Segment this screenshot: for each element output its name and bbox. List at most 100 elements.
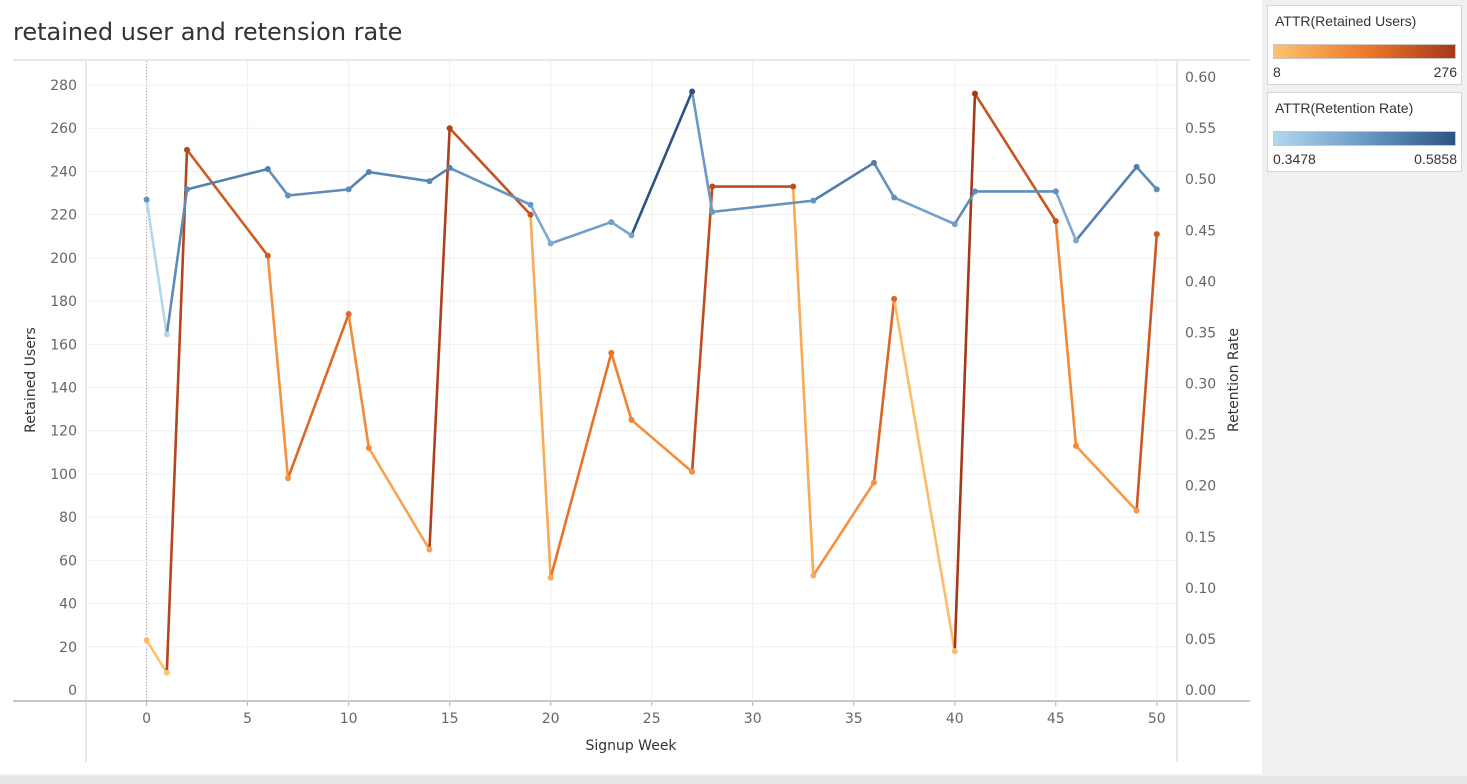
series-segment bbox=[428, 126, 451, 551]
data-point bbox=[951, 648, 958, 655]
y-right-tick-label: 0.30 bbox=[1185, 377, 1216, 393]
x-axis-title: Signup Week bbox=[585, 738, 677, 754]
x-tick-label: 10 bbox=[340, 711, 358, 727]
series-segment bbox=[347, 312, 371, 450]
y-right-tick-label: 0.20 bbox=[1185, 479, 1216, 495]
legend-retained-color-ramp bbox=[1273, 44, 1456, 59]
series-segment bbox=[448, 166, 532, 207]
y-left-tick-label: 80 bbox=[59, 510, 77, 526]
x-tick-label: 25 bbox=[643, 711, 661, 727]
series-segment bbox=[1074, 444, 1138, 512]
x-tick-label: 35 bbox=[845, 711, 863, 727]
status-bar bbox=[0, 776, 1467, 784]
data-point bbox=[951, 221, 958, 228]
data-point bbox=[810, 197, 817, 204]
y-left-tick-label: 20 bbox=[59, 640, 77, 656]
y-right-tick-label: 0.05 bbox=[1185, 632, 1216, 648]
data-point bbox=[1153, 231, 1160, 238]
data-point bbox=[891, 295, 898, 302]
data-point bbox=[1072, 442, 1079, 449]
data-point bbox=[426, 178, 433, 185]
y-right-tick-label: 0.15 bbox=[1185, 530, 1216, 546]
series-segment bbox=[711, 199, 815, 214]
data-point bbox=[689, 468, 696, 475]
x-tick-label: 15 bbox=[441, 711, 459, 727]
series-segment bbox=[812, 161, 876, 202]
series-segment bbox=[892, 297, 957, 653]
y-left-axis-title: Retained Users bbox=[23, 327, 39, 433]
data-point bbox=[527, 201, 534, 208]
series-segment bbox=[347, 170, 371, 191]
y-left-tick-label: 140 bbox=[50, 381, 77, 397]
series-segment bbox=[791, 185, 815, 577]
dual-axis-line-chart[interactable]: 0 5 10 15 20 25 30 35 40 45 50 0 20 40 60 80 100 120 140 16… bbox=[0, 0, 1262, 774]
data-point bbox=[1153, 186, 1160, 193]
data-point bbox=[426, 546, 433, 553]
y-right-tick-label: 0.00 bbox=[1185, 683, 1216, 699]
data-point bbox=[1133, 507, 1140, 514]
data-point bbox=[163, 331, 170, 338]
series-segment bbox=[1054, 219, 1078, 448]
legend-rate-title: ATTR(Retention Rate) bbox=[1275, 100, 1414, 116]
x-tick-label: 20 bbox=[542, 711, 560, 727]
y-left-tick-label: 280 bbox=[50, 78, 77, 94]
data-point bbox=[264, 165, 271, 172]
legend-retained-max: 276 bbox=[1433, 64, 1457, 80]
y-left-tick-label: 180 bbox=[50, 294, 77, 310]
y-right-tick-label: 0.60 bbox=[1185, 70, 1216, 86]
series-segment bbox=[609, 220, 633, 237]
y-left-tick-label: 240 bbox=[50, 164, 77, 180]
data-point bbox=[1133, 163, 1140, 170]
data-point bbox=[143, 637, 150, 644]
series-segment bbox=[973, 92, 1058, 223]
series-segment bbox=[165, 188, 189, 336]
series-segment bbox=[630, 418, 694, 474]
series-segment bbox=[812, 481, 876, 577]
y-right-tick-label: 0.25 bbox=[1185, 428, 1216, 444]
series-segment bbox=[690, 185, 714, 474]
y-right-tick-label: 0.40 bbox=[1185, 274, 1216, 290]
y-left-tick-label: 60 bbox=[59, 553, 77, 569]
data-point bbox=[547, 240, 554, 247]
y-left-tick-label: 220 bbox=[50, 208, 77, 224]
legend-retention-rate[interactable]: ATTR(Retention Rate) 0.3478 0.5858 bbox=[1267, 92, 1462, 172]
series-retention-rate bbox=[143, 88, 1160, 338]
data-point bbox=[608, 349, 615, 356]
legend-rate-min: 0.3478 bbox=[1273, 151, 1316, 167]
series-segment bbox=[549, 220, 613, 245]
y-left-tick-label: 160 bbox=[50, 337, 77, 353]
data-point bbox=[709, 208, 716, 215]
chart-title: retained user and retension rate bbox=[13, 18, 403, 46]
y-left-tick-label: 200 bbox=[50, 251, 77, 267]
y-left-tick-label: 0 bbox=[68, 683, 77, 699]
legend-retained-users[interactable]: ATTR(Retained Users) 8 276 bbox=[1267, 5, 1462, 85]
data-point bbox=[810, 572, 817, 579]
data-point bbox=[891, 194, 898, 201]
data-point bbox=[1052, 188, 1059, 195]
data-point bbox=[870, 159, 877, 166]
data-point bbox=[608, 219, 615, 226]
data-point bbox=[163, 669, 170, 676]
legend-retained-title: ATTR(Retained Users) bbox=[1275, 13, 1417, 29]
series-segment bbox=[953, 190, 977, 226]
series-segment bbox=[266, 254, 290, 480]
y-right-axis-title: Retention Rate bbox=[1226, 328, 1242, 432]
series-segment bbox=[367, 170, 431, 183]
series-segment bbox=[549, 351, 613, 579]
data-point bbox=[689, 88, 696, 95]
series-segment bbox=[367, 446, 431, 551]
y-right-tick-label: 0.10 bbox=[1185, 581, 1216, 597]
data-point bbox=[628, 416, 635, 423]
series-segment bbox=[690, 90, 714, 214]
series-retained-users bbox=[143, 90, 1160, 676]
legend-rate-max: 0.5858 bbox=[1414, 151, 1457, 167]
series-segment bbox=[529, 203, 552, 245]
y-right-tick-label: 0.50 bbox=[1185, 172, 1216, 188]
data-point bbox=[1072, 237, 1079, 244]
series-segment bbox=[266, 167, 290, 197]
data-point bbox=[264, 252, 271, 259]
data-point bbox=[971, 188, 978, 195]
series-segment bbox=[286, 312, 350, 480]
series-segment bbox=[428, 166, 451, 183]
data-point bbox=[870, 479, 877, 486]
